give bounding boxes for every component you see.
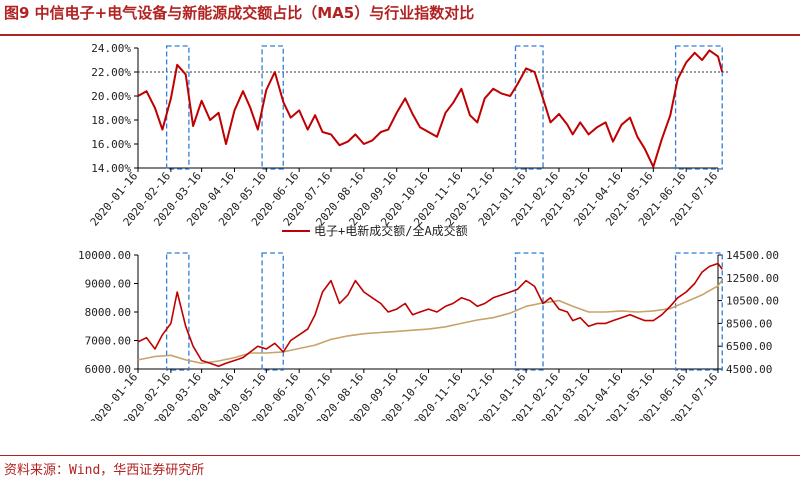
highlight-box [165, 252, 190, 371]
y-tick-label-left: 7000.00 [85, 335, 131, 348]
y-tick-label-right: 6500.00 [726, 340, 772, 353]
y-tick-label: 24.00% [91, 42, 131, 55]
y-tick-label-right: 14500.00 [726, 249, 779, 262]
highlight-box [165, 45, 190, 170]
y-tick-label-right: 12500.00 [726, 272, 779, 285]
highlight-box [261, 252, 284, 371]
y-tick-label-left: 8000.00 [85, 306, 131, 319]
y-tick-label-right: 4500.00 [726, 363, 772, 376]
legend-label-share: 电子+电新成交额/全A成交额 [314, 223, 468, 238]
title-divider [0, 34, 800, 36]
highlight-box [514, 45, 544, 170]
share-series-line [137, 49, 724, 168]
figure-title: 图9 中信电子+电气设备与新能源成交额占比（MA5）与行业指数对比 [4, 4, 475, 22]
y-tick-label: 16.00% [91, 138, 131, 151]
price-chart: 10000.00 9000.00 8000.00 7000.00 6000.00 1450… [78, 249, 779, 421]
highlight-box [261, 45, 284, 170]
y-tick-label: 14.00% [91, 162, 131, 175]
source-note: 资料来源：Wind，华西证券研究所 [4, 463, 205, 478]
y-tick-label-left: 9000.00 [85, 278, 131, 291]
y-tick-label-left: 6000.00 [85, 363, 131, 376]
highlight-box [514, 252, 544, 371]
y-tick-label-right: 10500.00 [726, 295, 779, 308]
source-divider [0, 455, 800, 456]
y-tick-label: 20.00% [91, 90, 131, 103]
y-tick-label: 22.00% [91, 66, 131, 79]
y-tick-label: 18.00% [91, 114, 131, 127]
electronics-series-line [137, 262, 723, 367]
share-chart: 24.00%22.00%20.00%18.00%16.00%14.00%2020… [88, 42, 730, 238]
y-tick-label-right: 8500.00 [726, 317, 772, 330]
highlight-box [674, 252, 723, 371]
newenergy-series-line [137, 279, 723, 365]
y-tick-label-left: 10000.00 [78, 249, 131, 262]
highlight-box [674, 45, 723, 170]
